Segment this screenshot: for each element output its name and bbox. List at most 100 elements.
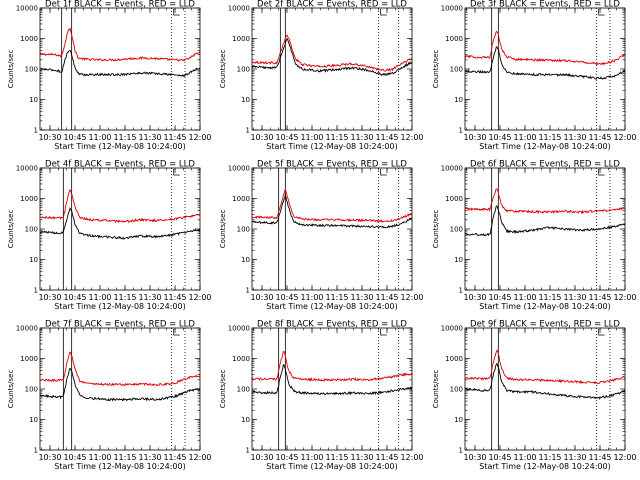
bracket-mark — [380, 329, 387, 336]
x-tick-label: 11:30 — [138, 293, 161, 302]
x-tick-label: 11:45 — [588, 293, 611, 302]
x-tick-label: 11:00 — [513, 453, 536, 462]
x-tick-label: 11:15 — [113, 293, 136, 302]
series-lld-red — [39, 188, 201, 224]
y-tick-label: 10000 — [441, 5, 463, 13]
x-tick-label: 11:45 — [375, 133, 398, 142]
y-tick-label: 100 — [237, 386, 250, 394]
y-tick-label: 10000 — [228, 325, 250, 333]
x-tick-label: 11:30 — [563, 133, 586, 142]
detector-panel-2: Det 2f BLACK = Events, RED = LLD 1 10 100 10… — [219, 0, 424, 151]
detector-panel-3: Det 3f BLACK = Events, RED = LLD 1 10 100 10… — [432, 0, 637, 151]
x-axis-label: Start Time (12-May-08 10:24:00) — [266, 302, 397, 311]
x-tick-label: 11:15 — [113, 133, 136, 142]
x-tick-label: 11:45 — [588, 453, 611, 462]
x-tick-label: 11:00 — [300, 133, 323, 142]
x-tick-label: 10:30 — [38, 453, 61, 462]
x-tick-label: 10:45 — [275, 133, 298, 142]
series-lld-red — [251, 351, 413, 382]
detector-panel-8: Det 8f BLACK = Events, RED = LLD 1 10 100 10… — [219, 320, 424, 472]
y-tick-label: 1 — [34, 127, 38, 135]
x-tick-label: 11:45 — [375, 453, 398, 462]
y-tick-label: 10 — [241, 416, 250, 424]
y-tick-label: 10000 — [441, 325, 463, 333]
y-tick-label: 1 — [459, 127, 463, 135]
y-tick-label: 1 — [246, 287, 250, 295]
x-tick-label: 10:45 — [488, 133, 511, 142]
x-tick-label: 11:15 — [325, 453, 348, 462]
x-tick-label: 12:00 — [613, 453, 636, 462]
x-tick-label: 11:15 — [325, 293, 348, 302]
x-tick-label: 11:30 — [563, 293, 586, 302]
detector-panel-9: Det 9f BLACK = Events, RED = LLD 1 10 100 10… — [432, 320, 637, 472]
x-tick-label: 11:30 — [350, 133, 373, 142]
x-tick-label: 11:30 — [563, 453, 586, 462]
panel-title: Det 6f BLACK = Events, RED = LLD — [470, 160, 620, 170]
x-tick-label: 10:30 — [463, 133, 486, 142]
x-tick-label: 12:00 — [188, 453, 211, 462]
y-tick-label: 10000 — [16, 165, 38, 173]
detector-panel-1: Det 1f BLACK = Events, RED = LLD 1 10 100 10… — [7, 0, 212, 151]
y-tick-label: 1 — [459, 287, 463, 295]
bracket-mark — [173, 9, 180, 16]
plot-frame — [251, 327, 413, 451]
series-events-black — [251, 37, 413, 77]
y-axis-label: Counts/sec — [432, 210, 440, 249]
series-lld-red — [465, 188, 626, 215]
x-tick-label: 11:15 — [538, 453, 561, 462]
series-events-black — [251, 364, 413, 396]
y-axis-label: Counts/sec — [219, 210, 227, 249]
plot-frame — [39, 327, 201, 451]
y-tick-label: 1 — [34, 287, 38, 295]
x-tick-label: 11:45 — [588, 133, 611, 142]
x-tick-label: 11:00 — [88, 133, 111, 142]
x-axis-label: Start Time (12-May-08 10:24:00) — [479, 462, 610, 471]
panel-title: Det 5f BLACK = Events, RED = LLD — [257, 160, 407, 170]
series-lld-red — [39, 351, 201, 387]
x-tick-label: 10:45 — [63, 133, 86, 142]
series-lld-red — [464, 30, 626, 66]
x-tick-label: 11:45 — [163, 133, 186, 142]
x-tick-label: 10:45 — [275, 293, 298, 302]
series-events-black — [251, 194, 413, 229]
y-tick-label: 1000 — [20, 355, 38, 363]
x-tick-label: 12:00 — [400, 453, 423, 462]
y-tick-label: 100 — [237, 66, 250, 74]
series-events-black — [464, 362, 626, 401]
y-tick-label: 10 — [454, 416, 463, 424]
x-axis-label: Start Time (12-May-08 10:24:00) — [266, 462, 397, 471]
y-tick-label: 10 — [454, 96, 463, 104]
series-events-black — [464, 205, 626, 237]
x-tick-label: 11:30 — [138, 133, 161, 142]
detector-panel-7: Det 7f BLACK = Events, RED = LLD 1 10 100 10… — [7, 320, 212, 472]
y-tick-label: 1 — [459, 447, 463, 455]
panel-title: Det 2f BLACK = Events, RED = LLD — [257, 0, 407, 10]
panel-title: Det 8f BLACK = Events, RED = LLD — [257, 320, 407, 330]
x-axis-label: Start Time (12-May-08 10:24:00) — [479, 302, 610, 311]
y-tick-label: 10000 — [16, 5, 38, 13]
series-events-black — [39, 367, 201, 402]
y-tick-label: 10 — [241, 256, 250, 264]
y-axis-label: Counts/sec — [7, 370, 15, 409]
x-tick-label: 11:00 — [300, 293, 323, 302]
y-tick-label: 10000 — [16, 325, 38, 333]
x-axis-label: Start Time (12-May-08 10:24:00) — [54, 142, 185, 151]
x-tick-label: 10:30 — [250, 453, 273, 462]
x-tick-label: 11:30 — [138, 453, 161, 462]
y-tick-label: 100 — [25, 66, 38, 74]
x-axis-label: Start Time (12-May-08 10:24:00) — [54, 302, 185, 311]
y-tick-label: 1000 — [20, 35, 38, 43]
y-axis-label: Counts/sec — [432, 50, 440, 89]
plot-frame — [464, 327, 626, 451]
x-tick-label: 11:45 — [163, 453, 186, 462]
y-tick-label: 1 — [246, 447, 250, 455]
x-tick-label: 12:00 — [400, 133, 423, 142]
y-tick-label: 1000 — [445, 355, 463, 363]
bracket-mark — [598, 329, 605, 336]
series-events-black — [464, 46, 626, 80]
y-tick-label: 10000 — [441, 165, 463, 173]
y-tick-label: 1000 — [445, 35, 463, 43]
x-tick-label: 12:00 — [188, 293, 211, 302]
y-tick-label: 10000 — [228, 165, 250, 173]
